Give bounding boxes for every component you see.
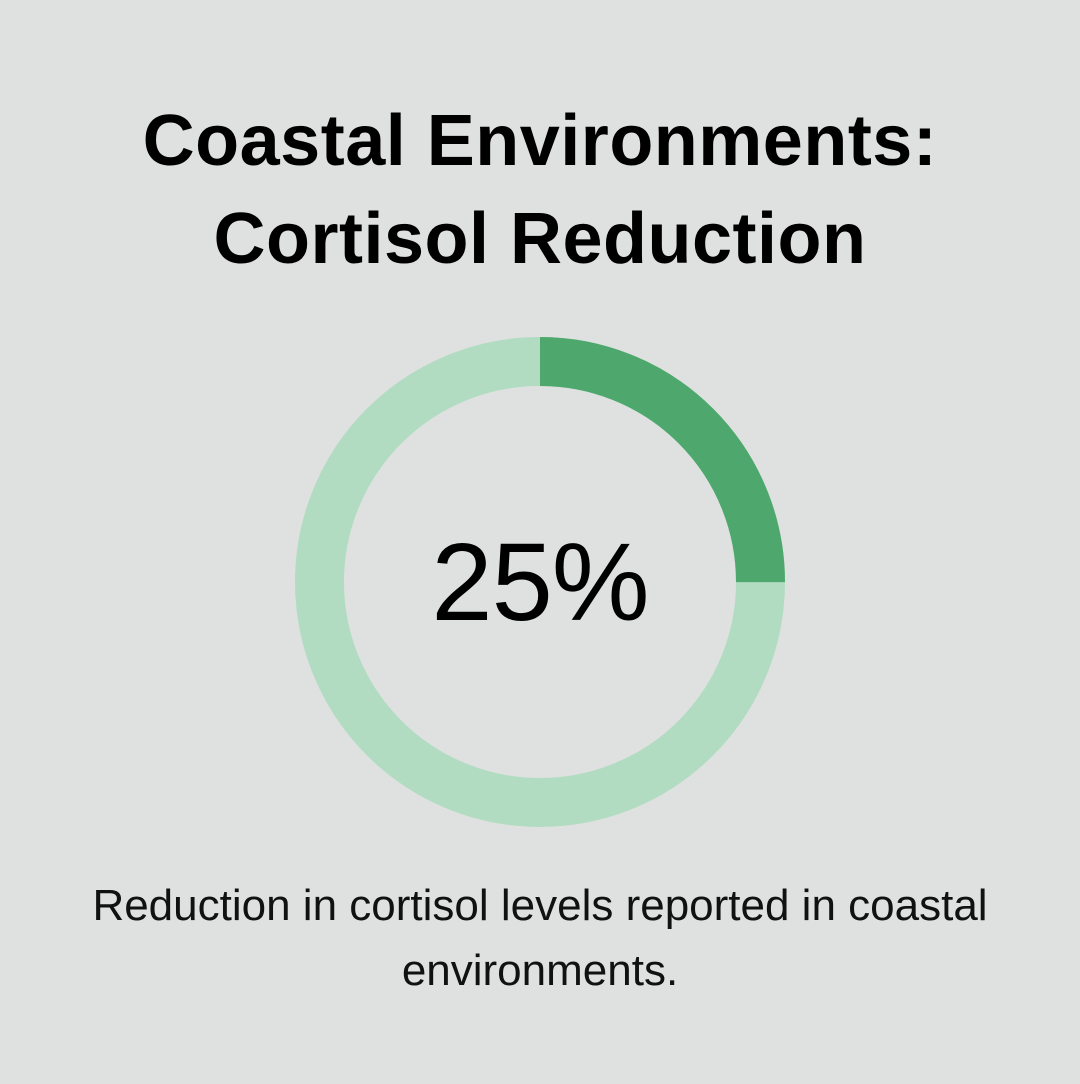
donut-ring (295, 337, 785, 827)
chart-title-line-2: Cortisol Reduction (213, 199, 867, 279)
chart-title-line-1: Coastal Environments: (142, 101, 938, 181)
donut-gauge: 25% (295, 337, 785, 827)
chart-caption: Reduction in cortisol levels reported in… (92, 881, 988, 995)
chart-title: Coastal Environments: Cortisol Reduction (0, 92, 1080, 288)
donut-value-segment (295, 337, 785, 827)
gauge-value-label: 25% (431, 520, 649, 644)
